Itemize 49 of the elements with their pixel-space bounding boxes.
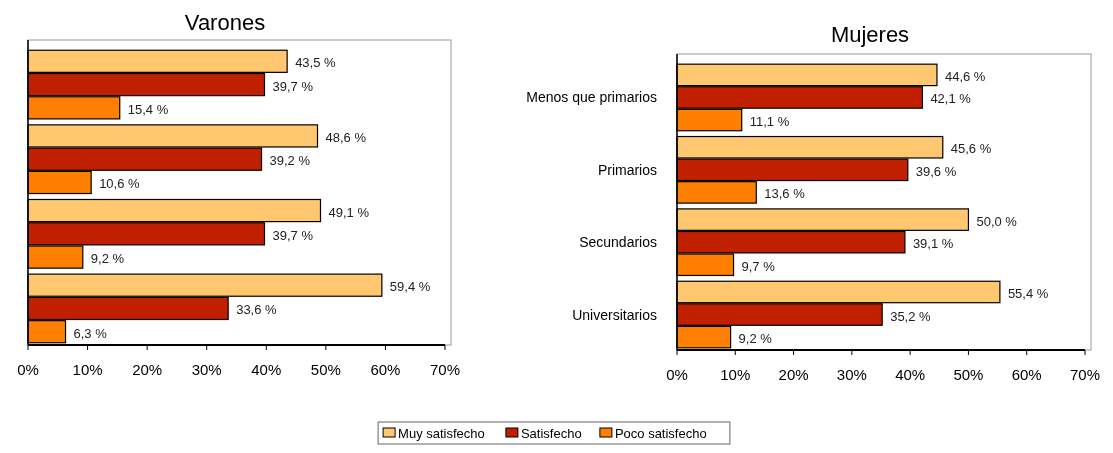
x-tick-label: 20%	[132, 361, 163, 378]
y-tick-label: Secundarios	[579, 234, 657, 251]
legend-label: Satisfecho	[520, 426, 582, 441]
data-label: 45,6 %	[950, 141, 992, 157]
x-tick-label: 50%	[310, 361, 341, 378]
x-tick-label: 70%	[429, 361, 461, 378]
legend-label: Poco satisfecho	[614, 426, 707, 441]
data-label: 10,6 %	[99, 176, 141, 192]
data-label: 42,1 %	[930, 91, 972, 107]
data-label: 11,1 %	[749, 114, 790, 130]
x-tick-label: 50%	[953, 366, 984, 383]
data-label: 49,1 %	[328, 204, 370, 220]
data-label: 33,6 %	[236, 302, 278, 318]
data-label: 55,4 %	[1007, 285, 1049, 301]
x-tick-label: 40%	[251, 361, 282, 378]
data-label: 39,6 %	[915, 163, 957, 179]
data-label: 9,2 %	[90, 251, 125, 267]
x-tick-label: 0%	[17, 361, 39, 378]
data-label: 44,6 %	[944, 68, 986, 84]
y-tick-label: Menos que primarios	[526, 89, 657, 106]
y-tick-label: Primarios	[597, 161, 657, 178]
data-label: 9,2 %	[738, 331, 773, 347]
x-tick-label: 60%	[370, 361, 401, 378]
data-label: 39,1 %	[912, 236, 954, 252]
x-tick-label: 20%	[778, 366, 809, 383]
data-label: 35,2 %	[890, 308, 932, 324]
data-label: 6,3 %	[73, 325, 108, 341]
x-tick-label: 0%	[666, 366, 688, 383]
data-label: 59,4 %	[389, 279, 431, 295]
y-tick-label: Universitarios	[572, 306, 657, 323]
x-tick-label: 10%	[720, 366, 751, 383]
x-tick-label: 60%	[1011, 366, 1042, 383]
x-tick-label: 10%	[72, 361, 103, 378]
chart-title: Varones	[184, 10, 266, 35]
data-label: 39,7 %	[272, 227, 314, 243]
x-tick-label: 40%	[895, 366, 926, 383]
data-label: 43,5 %	[295, 55, 337, 71]
data-label: 13,6 %	[764, 186, 806, 202]
x-tick-label: 30%	[836, 366, 867, 383]
chart-title: Mujeres	[830, 22, 910, 47]
data-label: 39,7 %	[272, 78, 314, 94]
data-label: 9,7 %	[741, 258, 776, 274]
x-tick-label: 30%	[191, 361, 222, 378]
x-tick-label: 70%	[1069, 366, 1101, 383]
legend-label: Muy satisfecho	[398, 426, 485, 441]
data-label: 15,4 %	[127, 101, 169, 117]
data-label: 39,2 %	[269, 153, 311, 169]
data-label: 48,6 %	[325, 129, 367, 145]
data-label: 50,0 %	[976, 213, 1018, 229]
